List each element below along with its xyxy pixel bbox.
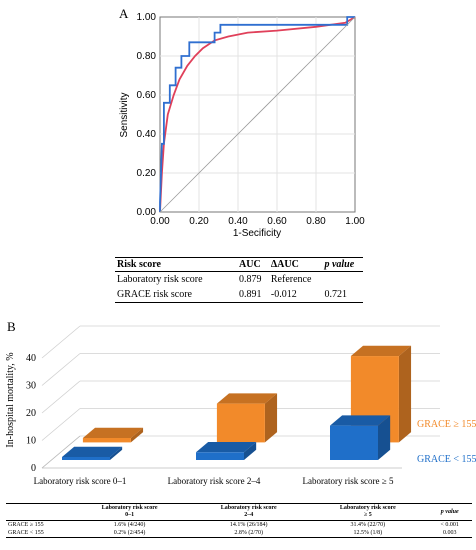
- bar-y-tick-label: 0: [31, 463, 36, 474]
- roc-tick-labels: 0.000.00 0.20 0.20 0.40 0.40 0.60 0.60 0.80 0.80…: [137, 12, 366, 227]
- table-cell: 0.2% (2/454): [70, 529, 190, 538]
- table-cell: [322, 272, 363, 288]
- bar-category-labels: Laboratory risk score 0–1 Laboratory risk…: [34, 476, 394, 486]
- roc-y-tick-label: 0.20: [137, 168, 157, 179]
- roc-x-tick-label: 0.20: [189, 216, 209, 227]
- bar-y-tick-label: 10: [26, 436, 36, 447]
- legend-grace-low: GRACE < 155: [417, 454, 476, 465]
- roc-series-reference: [159, 16, 356, 213]
- bar-chart-bars: [62, 345, 412, 460]
- mortality-table: Laboratory risk score 0–1 Laboratory ris…: [6, 503, 472, 538]
- bar-wall-gridline: [41, 408, 81, 441]
- bar-grace-low: [330, 415, 391, 460]
- bar-top-face: [82, 427, 144, 438]
- roc-y-tick-label: 1.00: [137, 12, 157, 23]
- table-cell: < 0.001: [440, 522, 459, 528]
- table-cell: 0.003: [427, 529, 472, 538]
- bar-wall-gridline: [41, 325, 81, 359]
- bar-category-label: Laboratory risk score ≥ 5: [303, 476, 394, 486]
- table-row: GRACE ≥ 155 1.6% (4/240) 14.1% (26/184) …: [6, 521, 472, 530]
- roc-series-blue: [159, 16, 355, 212]
- roc-x-tick-label: 0.40: [228, 216, 248, 227]
- bar-top-face: [216, 393, 278, 404]
- bar-grace-high: [216, 393, 278, 443]
- bar-wall-gridline: [41, 380, 81, 414]
- table-cell: 12.5% (1/8): [308, 529, 428, 538]
- auc-header-risk-score: Risk score: [115, 257, 237, 272]
- table-cell: Laboratory risk score: [117, 274, 203, 285]
- table-cell: 0.891: [237, 287, 269, 303]
- bar-front-face: [216, 403, 265, 443]
- table-cell: 0.721: [322, 287, 363, 303]
- roc-gridlines: [160, 17, 355, 212]
- table-cell: 1.6% (4/240): [113, 522, 146, 528]
- roc-y-tick-label: 0.80: [137, 51, 157, 62]
- bar-top-face: [62, 446, 123, 457]
- bar-front-face: [62, 457, 110, 460]
- roc-x-axis-label: 1-Secificity: [233, 228, 281, 239]
- roc-x-tick-label: 1.00: [345, 216, 365, 227]
- bar-grace-low: [196, 442, 257, 460]
- bar-side-face: [244, 442, 257, 460]
- bar-grace-low: [62, 446, 123, 460]
- table-cell: 14.1% (26/184): [229, 522, 268, 528]
- bar-top-face: [196, 442, 257, 453]
- bar-side-face: [130, 427, 144, 443]
- mortality-header-score-2-4: Laboratory risk score 2–4: [189, 503, 309, 521]
- bar-side-face: [110, 446, 123, 460]
- bar-y-tick-label: 30: [26, 381, 36, 392]
- auc-table: Risk score AUC ΔAUC p value Laboratory r…: [115, 257, 363, 303]
- bar-grace-high: [82, 427, 144, 443]
- roc-x-tick-label: 0.80: [306, 216, 326, 227]
- bar-top-face: [350, 345, 412, 357]
- bar-front-face: [82, 438, 131, 443]
- bar-front-face: [196, 452, 244, 460]
- table-cell: GRACE ≥ 155: [8, 522, 44, 528]
- table-cell: GRACE risk score: [115, 287, 237, 303]
- bar-category-label: Laboratory risk score 2–4: [168, 476, 261, 486]
- bar-category-label: Laboratory risk score 0–1: [34, 476, 127, 486]
- auc-header-auc: AUC: [237, 257, 269, 272]
- table-row: GRACE < 155 0.2% (2/454) 2.8% (2/70) 12.…: [6, 529, 472, 538]
- roc-y-axis-label: Sensitivity: [119, 92, 130, 137]
- mortality-header-score-0-1: Laboratory risk score 0–1: [70, 503, 190, 521]
- roc-y-tick-label: 0.40: [137, 129, 157, 140]
- mortality-header-blank: [6, 503, 70, 521]
- roc-series-red: [159, 16, 356, 213]
- mortality-header-score-5: Laboratory risk score ≥ 5: [308, 503, 428, 521]
- table-cell: -0.012: [268, 287, 323, 303]
- bar-front-face: [330, 425, 378, 460]
- bar-floor-side-edge: [41, 435, 81, 469]
- table-cell: Reference: [270, 274, 312, 285]
- panel-a-label: A: [119, 6, 129, 21]
- table-cell: 31.4% (22/70): [350, 522, 386, 528]
- mortality-header-p-value: p value: [427, 503, 472, 521]
- bar-top-face: [330, 415, 391, 426]
- table-cell: 2.8% (2/70): [189, 529, 309, 538]
- roc-chart: 0.000.00 0.20 0.20 0.40 0.40 0.60 0.60 0.80 0.80…: [119, 12, 366, 239]
- bar-y-tick-label: 20: [26, 408, 36, 419]
- table-cell: 0.879: [239, 274, 262, 285]
- legend-grace-high: GRACE ≥ 155: [417, 419, 476, 430]
- bar-y-tick-labels: 0 10 20 30 40: [26, 353, 36, 474]
- roc-curves: [159, 16, 356, 213]
- bar-side-face: [264, 393, 278, 443]
- roc-x-tick-label: 0.60: [267, 216, 287, 227]
- table-row: Laboratory risk score 0.879 Reference: [115, 272, 363, 288]
- roc-y-tick-label: 0.00: [137, 207, 157, 218]
- auc-header-delta-auc: ΔAUC: [268, 257, 323, 272]
- bar-y-tick-label: 40: [26, 353, 36, 364]
- bar-y-axis-label: In-hospital mortality, %: [5, 352, 16, 447]
- roc-x-tick-label: 0.00: [150, 216, 170, 227]
- bar-side-face: [398, 345, 412, 443]
- bar-wall-gridline: [41, 353, 81, 386]
- bar-side-face: [378, 415, 391, 460]
- auc-header-p-value: p value: [322, 257, 363, 272]
- table-cell: GRACE < 155: [6, 529, 70, 538]
- table-row: GRACE risk score 0.891 -0.012 0.721: [115, 287, 363, 303]
- roc-y-tick-label: 0.60: [137, 90, 157, 101]
- panel-b-label: B: [7, 319, 16, 334]
